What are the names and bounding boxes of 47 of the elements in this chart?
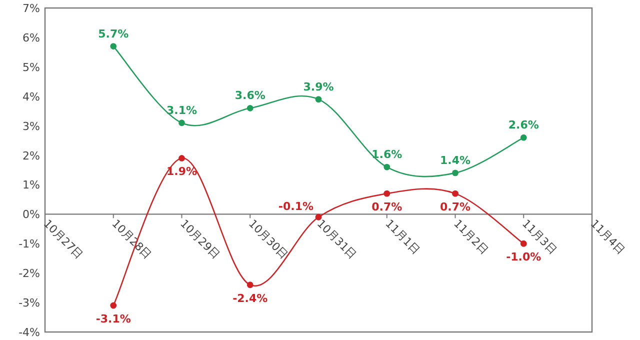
point [315,214,322,220]
y-tick-label: 0% [22,208,40,222]
y-tick-label: 1% [22,178,40,192]
point [452,170,458,176]
point [178,155,185,162]
y-tick-label: 4% [22,90,40,104]
y-tick-label: 5% [22,60,40,74]
data-label: 1.4% [440,154,471,167]
x-tick-label: 10月31日 [314,217,359,262]
y-tick-label: 6% [22,31,40,44]
data-label: 1.6% [372,148,402,162]
data-label: -1.0% [506,250,542,264]
x-tick-label: 11月2日 [451,217,491,257]
y-tick-label: 7% [22,2,40,15]
y-tick-label: -3% [18,296,40,310]
point [520,134,527,141]
data-label: 3.6% [234,89,266,102]
data-label: 3.9% [303,80,334,94]
x-tick-label: 10月27日 [40,217,86,262]
point [178,120,185,126]
data-label: 5.7% [98,27,129,40]
y-tick-label: -1% [18,238,40,251]
data-label: 1.9% [166,165,198,178]
data-label: 3.1% [166,104,198,117]
point [384,164,390,170]
data-label: -2.4% [232,292,268,305]
y-tick-label: 2% [22,149,40,162]
data-label: 2.6% [508,118,539,132]
data-label: -3.1% [96,312,131,326]
y-tick-label: -2% [18,267,40,280]
point [315,96,322,103]
point [452,190,458,197]
point [110,302,117,309]
point [110,43,117,50]
point [246,104,254,112]
y-tick-label: 3% [22,120,40,133]
point [384,190,390,197]
x-tick-label: 10月29日 [178,217,222,262]
data-label: 0.7% [440,200,471,214]
point [246,282,254,288]
point [520,240,527,247]
x-tick-label: 11月4日 [588,217,628,257]
data-label: -0.1% [278,200,314,214]
x-tick-label: 10月30日 [246,217,291,262]
y-tick-label: -4% [18,326,40,339]
data-label: 0.7% [372,200,402,214]
x-tick-label: 11月1日 [382,217,422,257]
